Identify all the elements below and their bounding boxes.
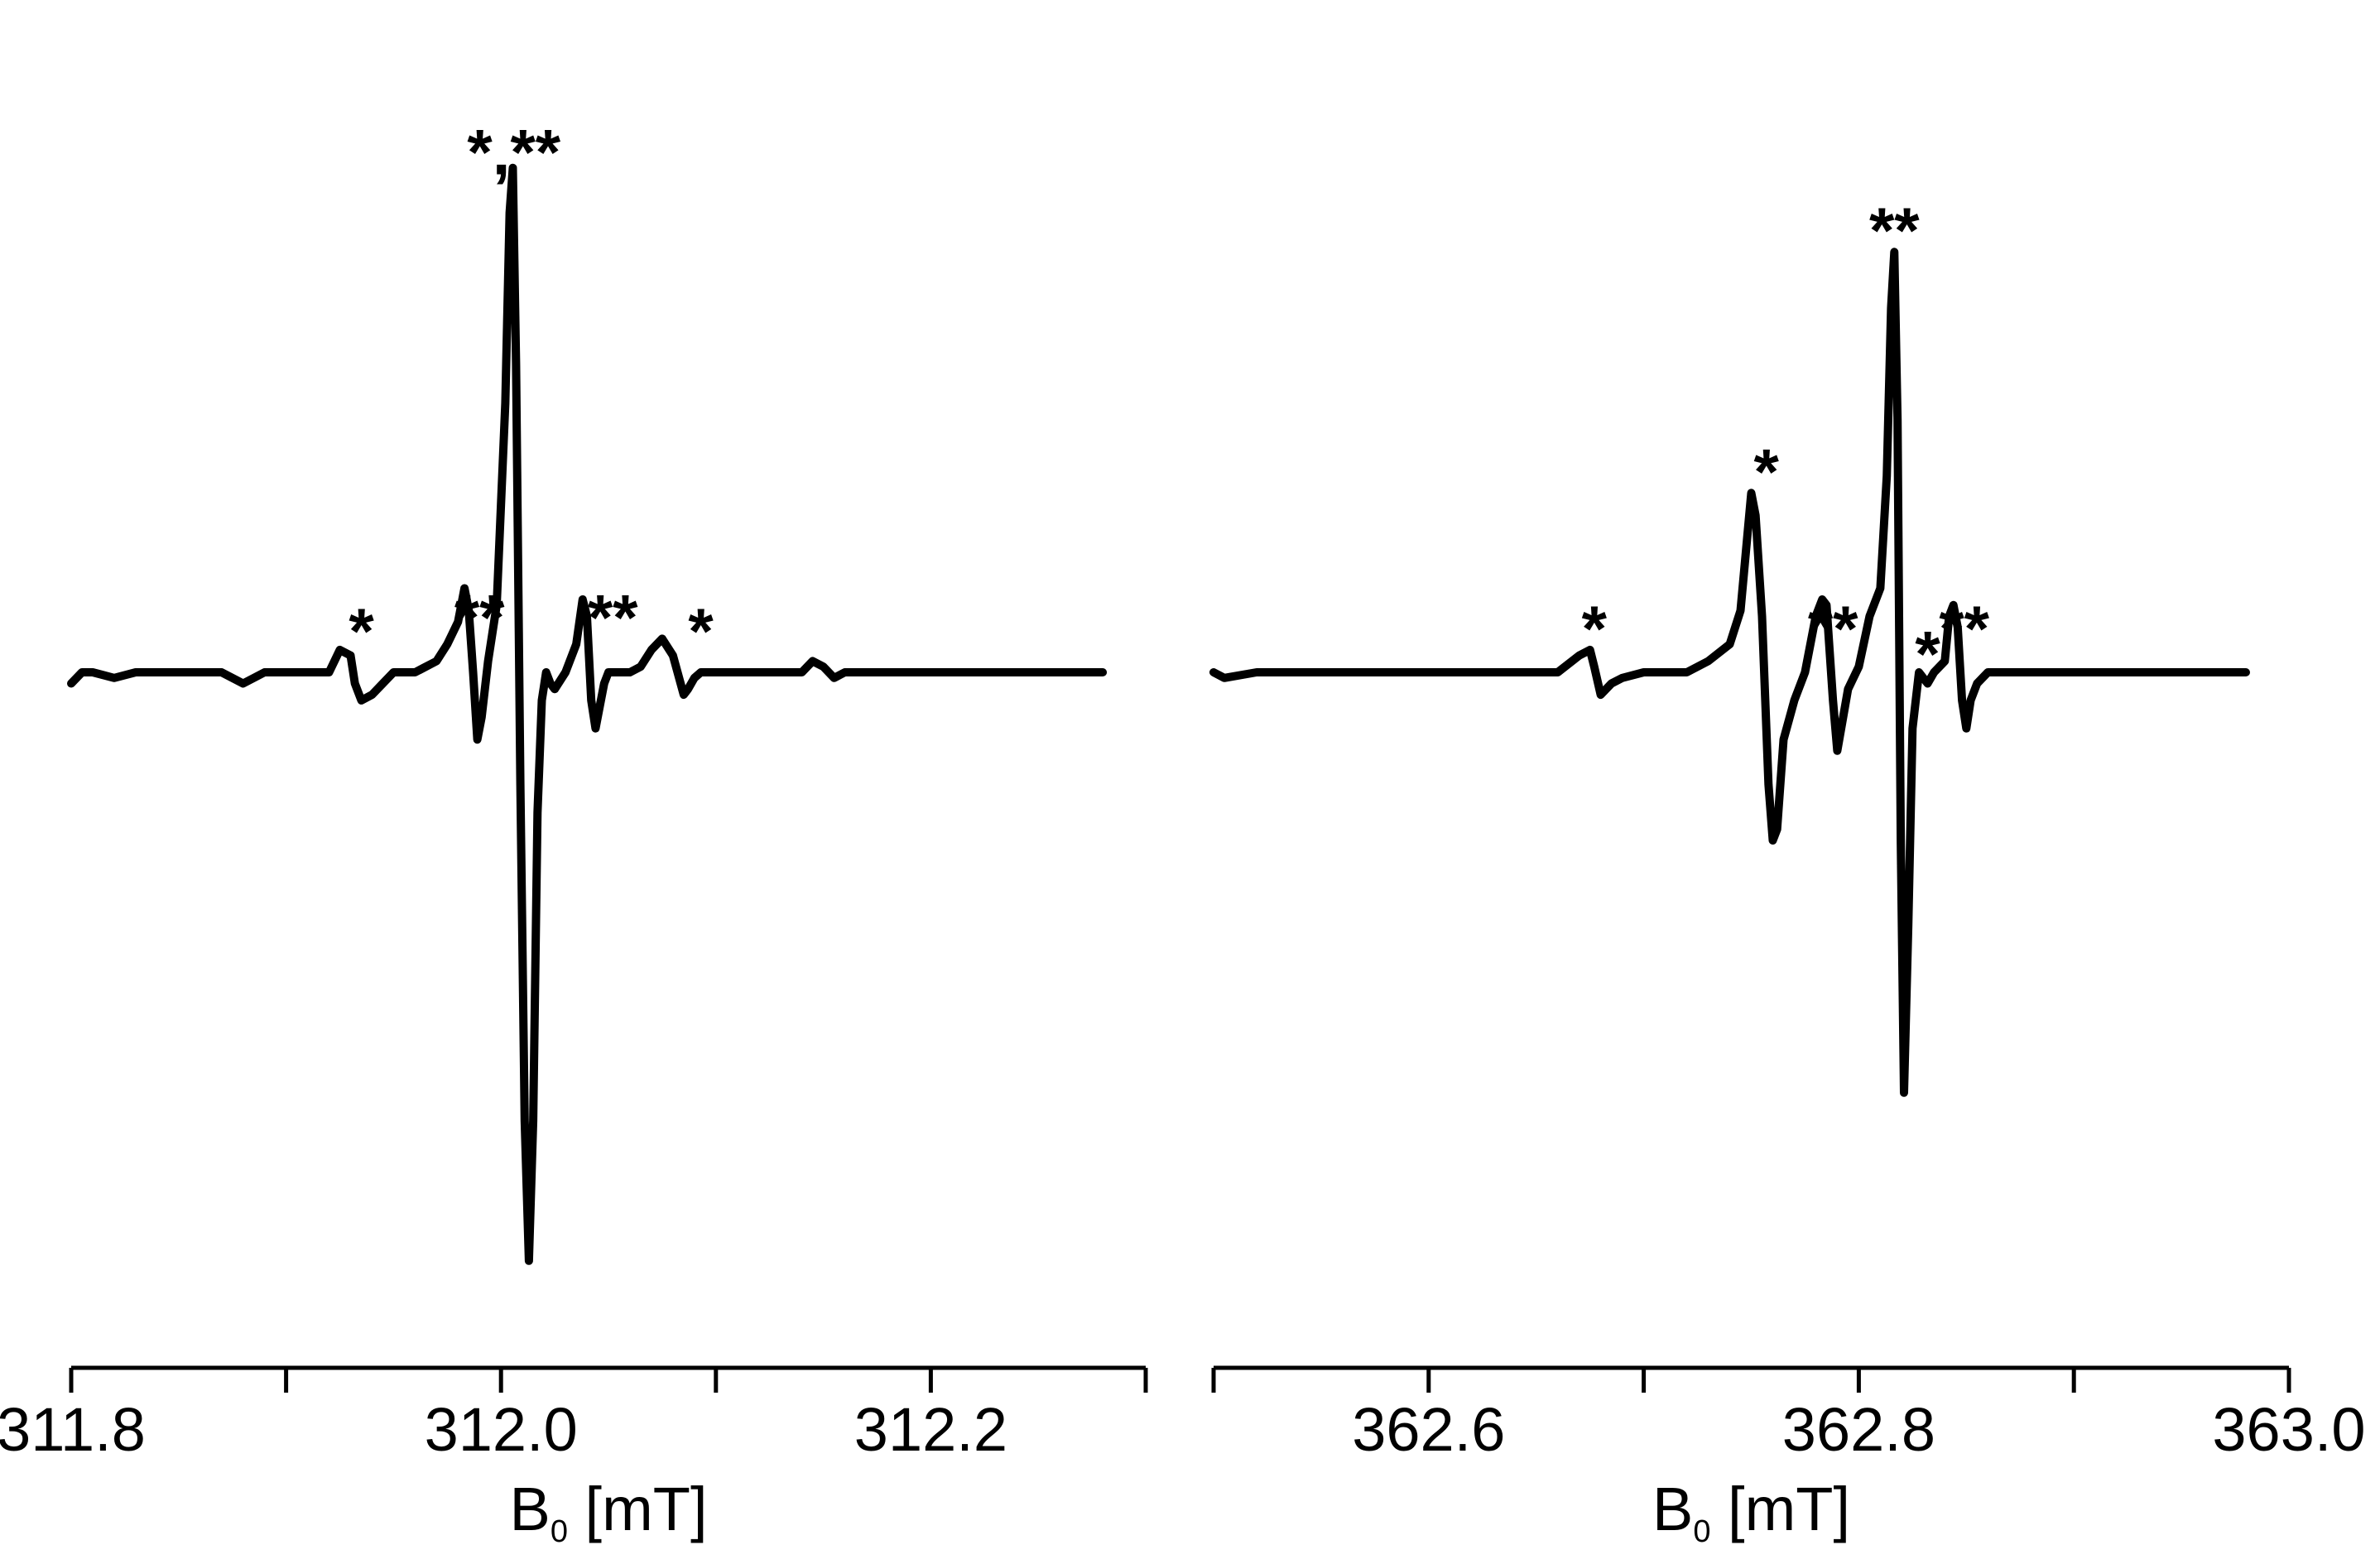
x-axis-label-main-right: B xyxy=(1652,1475,1693,1543)
x-axis-label-left: B0 [mT] xyxy=(509,1475,707,1545)
tick-labels-left: 311.8 312.0 312.2 xyxy=(0,1395,1007,1464)
annotations-left: * ***,**** * xyxy=(349,115,714,667)
panel-left: * ***,**** * 311.8 312.0 312.2 B0 [mT] xyxy=(0,115,1148,1545)
traces-right xyxy=(1209,248,2250,1097)
ticks-right xyxy=(1211,1368,2291,1393)
peak-marker-right-4: * xyxy=(1915,617,1940,690)
x-axis-label-sub-right: 0 xyxy=(1693,1514,1710,1545)
epr-trace-left xyxy=(67,163,1108,1265)
peak-marker-left-0: * xyxy=(349,594,374,667)
x-tick-label-right-1: 362.8 xyxy=(1782,1395,1935,1464)
peak-marker-right-3: ** xyxy=(1869,194,1920,267)
x-axis-label-sub-left: 0 xyxy=(551,1514,568,1545)
peak-marker-left-3: ** xyxy=(588,580,638,653)
panel-right: ********* 362.6 362.8 363.0 B0 [mT] xyxy=(1209,194,2366,1545)
peak-marker-left-2: *,** xyxy=(467,115,560,188)
peak-marker-right-2: ** xyxy=(1808,592,1858,665)
ticks-left xyxy=(69,1368,1148,1393)
x-tick-label-right-2: 363.0 xyxy=(2212,1395,2365,1464)
x-axis-label-unit-left: [mT] xyxy=(568,1475,708,1543)
x-tick-label-left-2: 312.2 xyxy=(854,1395,1007,1464)
peak-marker-left-4: * xyxy=(688,594,714,667)
peak-marker-right-1: * xyxy=(1754,435,1780,508)
x-axis-label-unit-right: [mT] xyxy=(1710,1475,1850,1543)
peak-marker-left-1: ** xyxy=(454,580,505,653)
epr-trace-right xyxy=(1209,248,2250,1097)
peak-marker-right-5: ** xyxy=(1939,592,1989,665)
annotations-right: ********* xyxy=(1582,194,1990,690)
x-tick-label-right-0: 362.6 xyxy=(1352,1395,1505,1464)
tick-labels-right: 362.6 362.8 363.0 xyxy=(1352,1395,2365,1464)
x-axis-label-main-left: B xyxy=(509,1475,550,1543)
x-tick-label-left-1: 312.0 xyxy=(425,1395,578,1464)
peak-marker-right-0: * xyxy=(1582,592,1608,665)
traces-left xyxy=(67,163,1108,1265)
x-tick-label-left-0: 311.8 xyxy=(0,1395,146,1464)
x-axis-label-right: B0 [mT] xyxy=(1652,1475,1850,1545)
